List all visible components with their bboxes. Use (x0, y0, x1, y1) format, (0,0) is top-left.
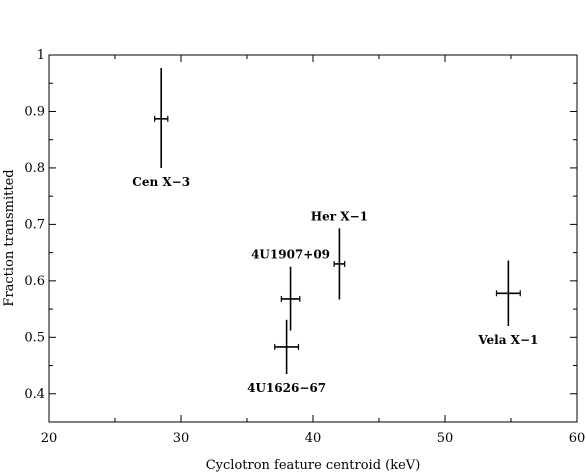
y-tick-label: 0.6 (24, 274, 45, 289)
point-label: 4U1626−67 (247, 381, 326, 395)
y-tick-label: 0.9 (24, 104, 45, 119)
x-tick-label: 30 (173, 431, 190, 446)
x-tick-label: 20 (41, 431, 58, 446)
point-label: Vela X−1 (477, 333, 538, 347)
data-point: 4U1907+09 (251, 248, 330, 331)
x-axis-label: Cyclotron feature centroid (keV) (206, 458, 421, 473)
data-point: Vela X−1 (477, 260, 538, 347)
data-point: Cen X−3 (132, 67, 190, 189)
plot-frame (48, 54, 578, 423)
point-label: 4U1907+09 (251, 248, 330, 262)
y-tick-label: 0.7 (24, 217, 45, 232)
y-axis-label: Fraction transmitted (2, 169, 17, 306)
point-label: Her X−1 (311, 209, 368, 223)
data-point: 4U1626−67 (247, 319, 326, 395)
point-label: Cen X−3 (132, 175, 190, 189)
y-tick-label: 0.4 (24, 387, 45, 402)
x-tick-label: 60 (569, 431, 586, 446)
axis-ticks: 20 30 40 50 60 0.4 0.5 0.6 0.7 0.8 0.9 1 (24, 48, 585, 446)
x-tick-label: 50 (437, 431, 454, 446)
data-points: Cen X−3 Her X−1 4U1907+09 4U1626−67 Vela X−1 (132, 67, 538, 395)
x-tick-label: 40 (305, 431, 322, 446)
y-tick-label: 0.5 (24, 330, 45, 345)
y-tick-label: 0.8 (24, 161, 45, 176)
y-tick-label: 1 (37, 48, 45, 63)
data-point: Her X−1 (311, 209, 368, 300)
